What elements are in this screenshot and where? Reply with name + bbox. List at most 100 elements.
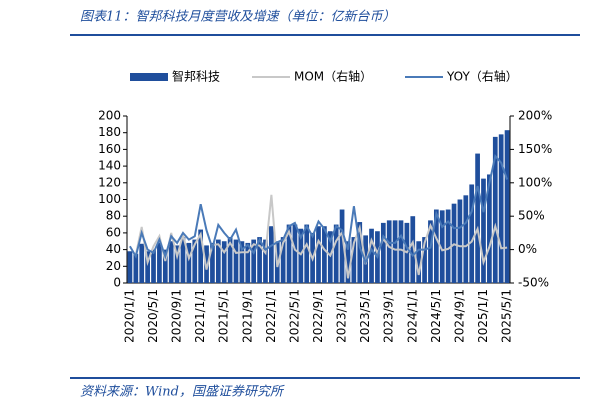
source: 资料来源：Wind，国盛证券研究所 bbox=[80, 384, 285, 400]
x-tick-label: 2023/9/1 bbox=[382, 289, 396, 343]
bar bbox=[162, 249, 168, 283]
bar bbox=[280, 237, 286, 283]
bar bbox=[286, 224, 292, 283]
bar bbox=[475, 153, 480, 283]
bar bbox=[186, 242, 192, 283]
bar bbox=[263, 239, 268, 283]
x-tick-label: 2025/5/1 bbox=[500, 289, 514, 343]
bar bbox=[269, 226, 274, 283]
bar bbox=[386, 220, 392, 283]
bar bbox=[392, 220, 398, 283]
bar bbox=[133, 253, 139, 283]
y-tick-label: 80 bbox=[106, 209, 121, 223]
bar bbox=[180, 237, 186, 283]
y2-tick-label: -50% bbox=[518, 276, 549, 290]
bar bbox=[227, 237, 233, 283]
bar bbox=[345, 241, 351, 283]
bar bbox=[422, 237, 427, 283]
bar bbox=[410, 216, 416, 283]
line bbox=[134, 194, 508, 279]
x-tick-label: 2022/1/1 bbox=[264, 289, 278, 343]
bar bbox=[351, 237, 357, 283]
y-tick-label: 100 bbox=[98, 192, 121, 206]
legend-swatch bbox=[130, 73, 168, 81]
bar bbox=[245, 242, 251, 283]
bar bbox=[127, 251, 133, 283]
bar bbox=[428, 220, 433, 283]
y-tick-label: 120 bbox=[98, 175, 121, 189]
bar bbox=[327, 231, 333, 283]
y2-tick-label: 100% bbox=[518, 175, 552, 189]
x-tick-label: 2024/9/1 bbox=[452, 289, 466, 343]
y2-tick-label: 50% bbox=[518, 209, 545, 223]
y-tick-label: 0 bbox=[113, 276, 121, 290]
y-tick-label: 140 bbox=[98, 159, 121, 173]
bar bbox=[304, 224, 310, 283]
bar bbox=[233, 239, 239, 283]
bar bbox=[316, 226, 321, 283]
bar bbox=[339, 209, 345, 283]
bar bbox=[292, 224, 298, 283]
legend-label: MOM（右轴） bbox=[294, 69, 372, 84]
bar bbox=[504, 130, 510, 283]
bar bbox=[257, 237, 262, 283]
x-tick-label: 2020/9/1 bbox=[170, 289, 184, 343]
bar bbox=[481, 178, 486, 283]
bar bbox=[457, 199, 463, 283]
legend-label: YOY（右轴） bbox=[446, 69, 518, 84]
bar bbox=[151, 249, 156, 283]
y-tick-label: 180 bbox=[98, 125, 121, 139]
bar bbox=[433, 209, 439, 283]
bar bbox=[416, 241, 422, 283]
bar bbox=[333, 224, 339, 283]
bar bbox=[221, 241, 227, 283]
bar bbox=[157, 242, 162, 283]
x-tick-label: 2021/5/1 bbox=[217, 289, 231, 343]
x-tick-label: 2023/5/1 bbox=[358, 289, 372, 343]
chart-title: 图表11：智邦科技月度营收及增速（单位：亿新台币） bbox=[80, 9, 396, 25]
bar bbox=[398, 220, 404, 283]
bar bbox=[298, 228, 304, 283]
y2-tick-label: 0% bbox=[518, 242, 537, 256]
bar bbox=[380, 222, 386, 283]
y-tick-label: 40 bbox=[106, 242, 121, 256]
x-tick-label: 2021/9/1 bbox=[240, 289, 254, 343]
bar bbox=[469, 184, 475, 283]
bar bbox=[198, 229, 204, 283]
bar bbox=[463, 195, 469, 283]
x-tick-label: 2023/1/1 bbox=[335, 289, 349, 343]
bar bbox=[239, 241, 245, 283]
y-tick-label: 160 bbox=[98, 142, 121, 156]
bar bbox=[210, 242, 215, 283]
bar bbox=[145, 251, 150, 283]
bar bbox=[168, 241, 174, 283]
bar bbox=[487, 174, 492, 283]
x-tick-label: 2021/1/1 bbox=[193, 289, 207, 343]
x-tick-label: 2024/1/1 bbox=[405, 289, 419, 343]
x-tick-label: 2022/5/1 bbox=[287, 289, 301, 343]
bar bbox=[192, 239, 198, 283]
bar bbox=[498, 134, 504, 283]
bar bbox=[139, 243, 145, 283]
x-tick-label: 2024/5/1 bbox=[429, 289, 443, 343]
bar bbox=[215, 239, 221, 283]
y2-tick-label: 200% bbox=[518, 109, 552, 123]
bar bbox=[251, 239, 257, 283]
bar bbox=[369, 228, 374, 283]
legend-label: 智邦科技 bbox=[172, 69, 220, 84]
bar bbox=[492, 136, 498, 283]
x-tick-label: 2022/9/1 bbox=[311, 289, 325, 343]
x-tick-label: 2025/1/1 bbox=[476, 289, 490, 343]
y-tick-label: 60 bbox=[106, 225, 121, 239]
y-tick-label: 200 bbox=[98, 109, 121, 123]
y-tick-label: 20 bbox=[106, 259, 121, 273]
bar bbox=[174, 245, 180, 283]
x-tick-label: 2020/5/1 bbox=[146, 289, 160, 343]
line bbox=[129, 153, 509, 265]
bar bbox=[445, 209, 451, 283]
y2-tick-label: 150% bbox=[518, 142, 552, 156]
bar bbox=[322, 226, 327, 283]
bar bbox=[357, 222, 363, 283]
x-tick-label: 2020/1/1 bbox=[122, 289, 136, 343]
